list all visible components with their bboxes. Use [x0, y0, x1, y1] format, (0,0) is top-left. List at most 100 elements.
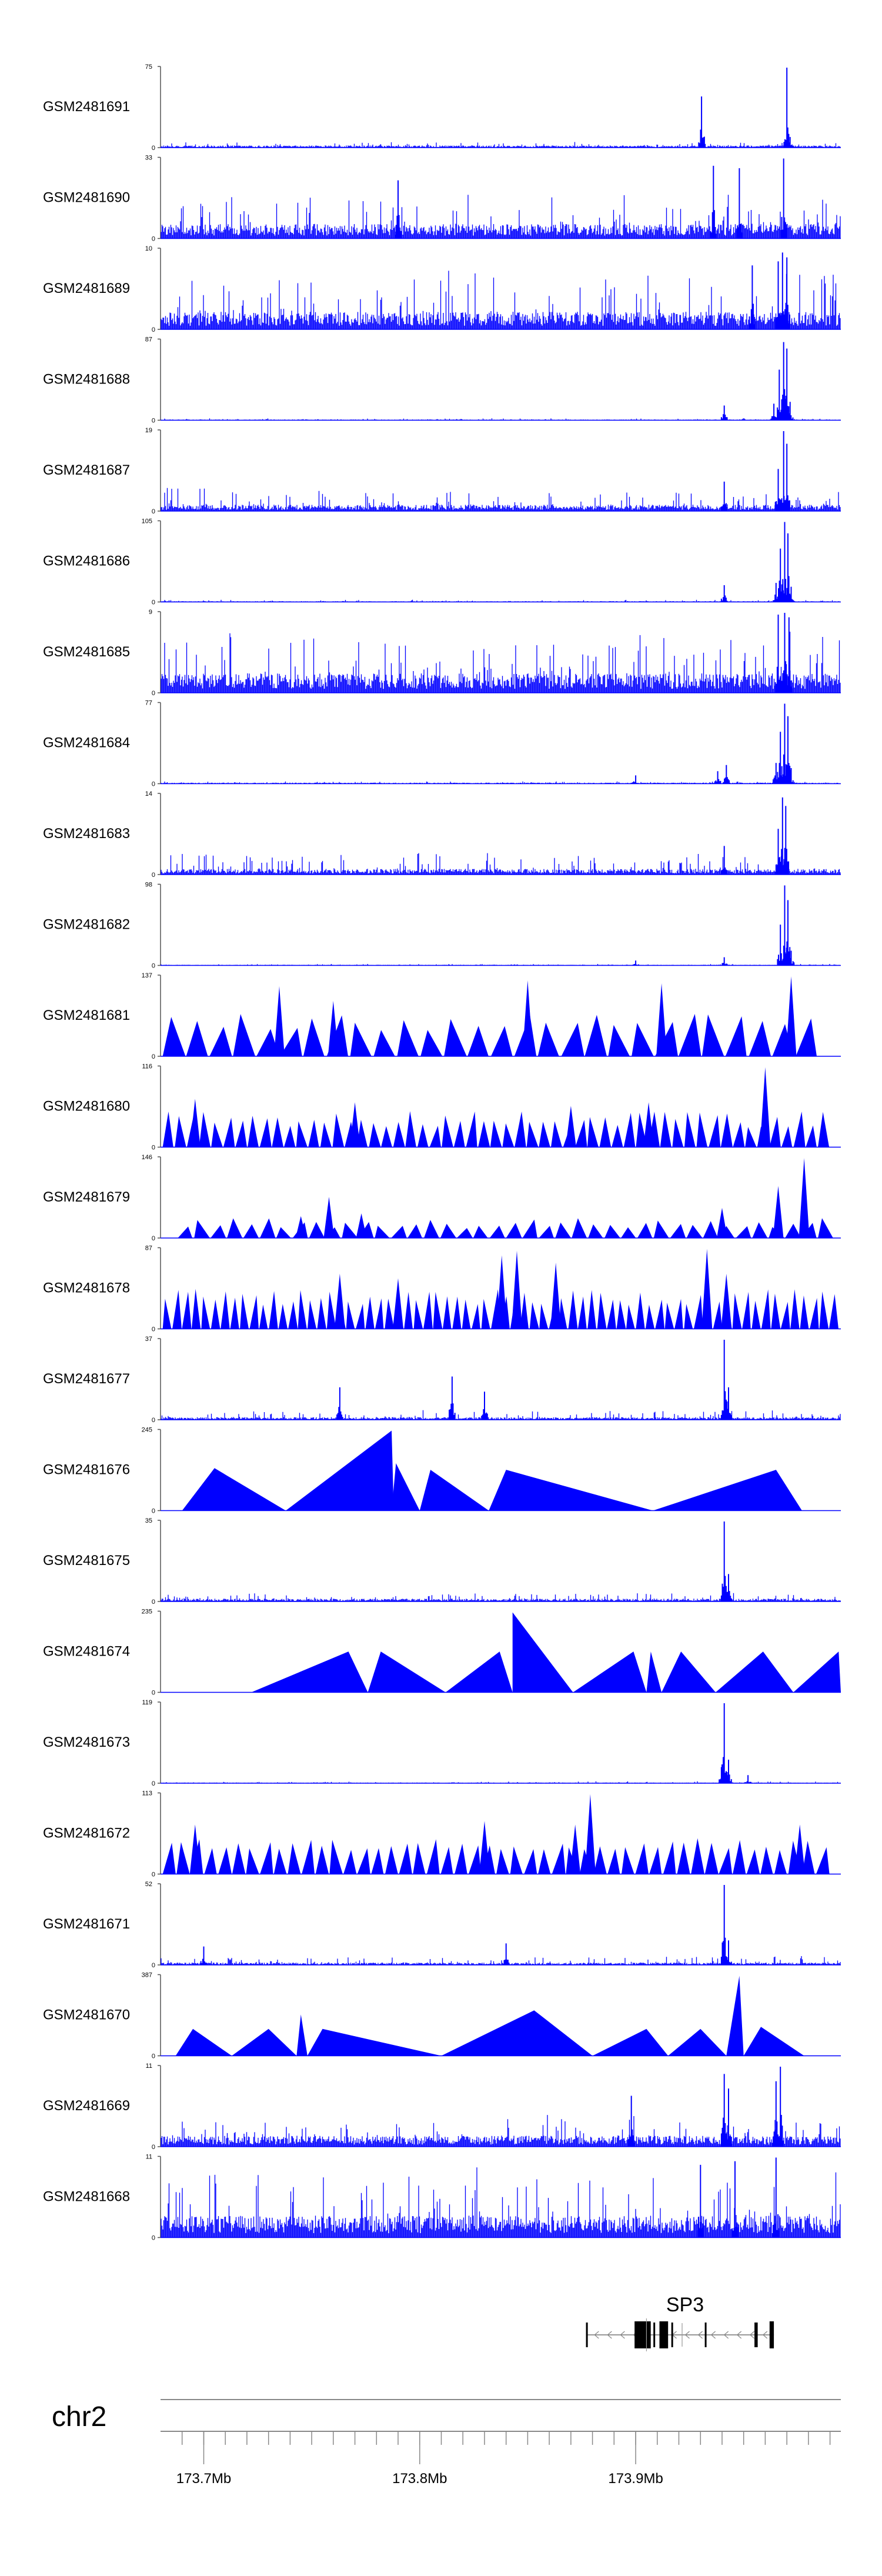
signal-triangle — [539, 1303, 549, 1329]
signal-peak — [725, 1574, 732, 1601]
signal-triangle — [663, 1841, 676, 1874]
signal-peak — [725, 1387, 732, 1420]
track-GSM2481680: GSM2481680 116 0 — [43, 1063, 841, 1152]
signal-peak — [200, 1946, 208, 1965]
y-min-label: 0 — [152, 418, 155, 425]
signal-triangle — [420, 1030, 443, 1056]
signal-peak — [395, 180, 402, 239]
x-tick-label: 173.8Mb — [392, 2471, 447, 2487]
signal-triangle — [259, 1118, 272, 1147]
signal-triangle — [716, 1651, 794, 1693]
signal-triangle — [719, 1848, 733, 1874]
signal-triangle — [288, 1301, 298, 1329]
signal-triangle — [572, 1218, 587, 1238]
signal-triangle — [272, 1117, 284, 1147]
gene-exon — [671, 2323, 673, 2347]
track-label: GSM2481682 — [43, 917, 130, 933]
signal-triangle — [176, 1842, 190, 1874]
y-max-label: 98 — [145, 882, 152, 889]
signal-triangle — [472, 1304, 480, 1329]
y-min-label: 0 — [152, 1053, 155, 1060]
signal-triangle — [162, 1843, 176, 1874]
signal-peak — [189, 1824, 201, 1874]
signal-triangle — [774, 1850, 787, 1874]
signal-triangle — [694, 1294, 703, 1329]
signal-triangle — [284, 1126, 296, 1147]
signal-peak — [643, 1102, 654, 1147]
signal-triangle — [664, 1303, 674, 1329]
signal-peak — [784, 716, 791, 784]
signal-triangle — [440, 1223, 456, 1238]
signal-bars — [161, 2167, 841, 2238]
signal-peak — [744, 1775, 751, 1783]
signal-triangle — [211, 1122, 223, 1147]
signal-triangle — [172, 1290, 182, 1329]
signal-triangle — [444, 1019, 467, 1056]
signal-peak — [780, 342, 787, 421]
signal-bars — [161, 632, 841, 693]
track-GSM2481685: GSM2481685 9 0 — [43, 609, 841, 697]
signal-peak — [723, 765, 730, 784]
signal-triangle — [746, 1849, 760, 1874]
strand-arrow-icon — [607, 2331, 612, 2339]
y-min-label: 0 — [152, 963, 155, 970]
signal-bars — [161, 142, 841, 148]
signal-triangle — [819, 1292, 829, 1329]
signal-triangle — [599, 1117, 612, 1147]
signal-peak — [481, 1392, 488, 1420]
signal-triangle — [636, 1292, 645, 1329]
gene-label-sp3: SP3 — [666, 2294, 704, 2316]
signal-peak — [717, 1207, 727, 1238]
signal-triangle — [696, 1112, 708, 1147]
signal-triangle — [608, 1025, 630, 1056]
signal-triangle — [810, 1298, 819, 1329]
signal-triangle — [668, 2028, 727, 2056]
signal-triangle — [468, 1845, 482, 1874]
signal-triangle — [381, 1126, 392, 1147]
signal-peak — [770, 403, 777, 421]
signal-triangle — [781, 1126, 793, 1147]
signal-triangle — [607, 1848, 620, 1874]
track-GSM2481682: GSM2481682 98 0 — [43, 882, 841, 970]
signal-triangle — [653, 1470, 802, 1511]
track-GSM2481691: GSM2481691 75 0 — [43, 64, 841, 152]
signal-triangle — [672, 1119, 684, 1147]
signal-triangle — [235, 1120, 247, 1147]
signal-triangle — [520, 1293, 529, 1329]
signal-triangle — [462, 1299, 471, 1329]
signal-triangle — [670, 1224, 686, 1238]
signal-triangle — [186, 1021, 208, 1056]
strand-arrow-icon — [684, 2331, 690, 2339]
signal-peak — [781, 613, 789, 693]
signal-triangle — [308, 1300, 317, 1329]
signal-peak — [714, 771, 721, 784]
gene-exon — [754, 2323, 758, 2347]
signal-triangle — [385, 1846, 398, 1874]
y-max-label: 87 — [145, 1245, 152, 1252]
signal-triangle — [329, 1840, 343, 1874]
signal-triangle — [720, 1113, 733, 1147]
signal-peak — [697, 2164, 704, 2238]
signal-triangle — [342, 1223, 358, 1238]
signal-triangle — [365, 1296, 375, 1329]
signal-peak — [449, 1376, 456, 1420]
signal-triangle — [684, 1112, 696, 1147]
track-GSM2481683: GSM2481683 14 0 — [43, 790, 841, 879]
signal-triangle — [623, 1113, 636, 1147]
signal-triangle — [456, 1228, 473, 1238]
signal-triangle — [524, 1849, 537, 1874]
y-min-label: 0 — [152, 599, 155, 606]
signal-triangle — [162, 1017, 186, 1056]
signal-peak — [773, 2081, 780, 2147]
signal-triangle — [320, 1122, 332, 1147]
y-max-label: 10 — [145, 245, 152, 252]
signal-triangle — [749, 1021, 771, 1056]
signal-triangle — [440, 1847, 453, 1874]
y-max-label: 11 — [146, 2063, 152, 2070]
signal-triangle — [232, 2028, 297, 2056]
signal-triangle — [201, 1296, 211, 1329]
y-max-label: 119 — [142, 1699, 152, 1706]
y-max-label: 35 — [145, 1517, 152, 1524]
signal-triangle — [182, 1292, 192, 1329]
